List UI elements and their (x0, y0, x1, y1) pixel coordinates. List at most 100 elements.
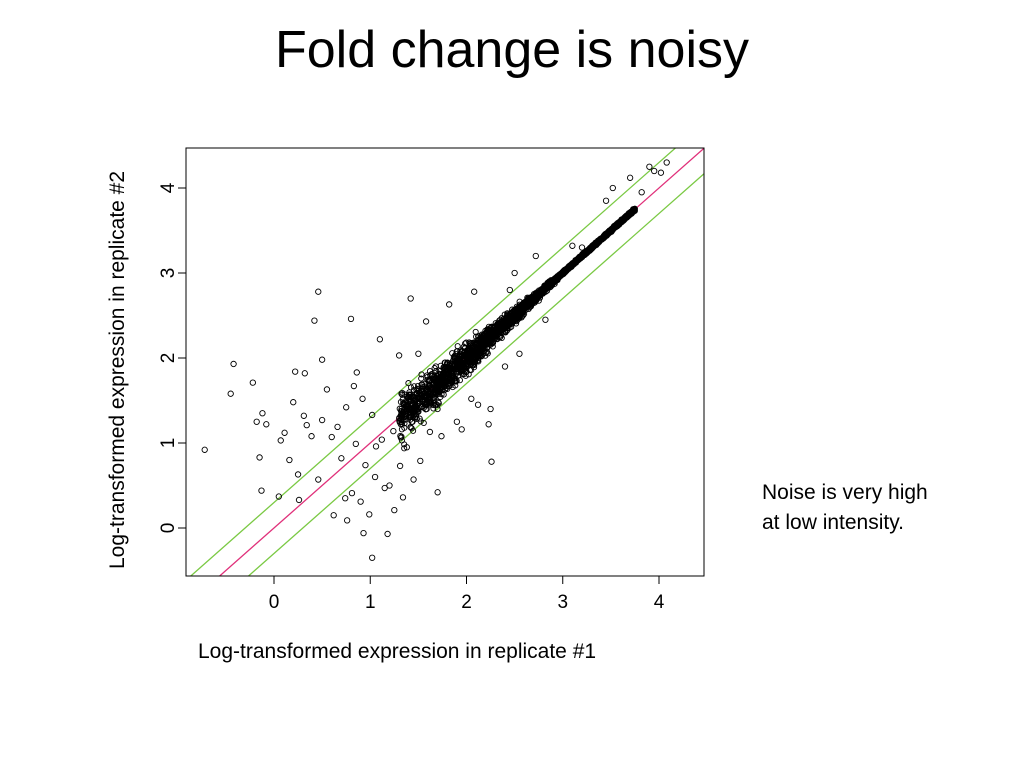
core-point (410, 412, 417, 419)
core-point (452, 382, 459, 389)
core-point (492, 320, 499, 327)
core-point (451, 352, 458, 359)
data-point (362, 461, 369, 469)
core-point (429, 372, 436, 379)
data-point (542, 316, 549, 323)
core-point (553, 274, 560, 281)
core-point (465, 357, 472, 364)
y-axis: 0 1 2 3 4 (158, 182, 187, 533)
data-point (506, 286, 513, 294)
core-point (507, 320, 514, 327)
data-point (369, 554, 376, 561)
data-point (334, 423, 341, 430)
data-point (485, 421, 492, 428)
data-point (410, 476, 417, 483)
core-point (452, 355, 459, 362)
data-point (390, 427, 397, 435)
data-point (357, 498, 364, 505)
data-point (338, 455, 345, 462)
data-point (468, 395, 475, 402)
core-point (595, 237, 602, 244)
core-point (440, 391, 447, 398)
core-point (432, 363, 439, 370)
data-point (295, 496, 303, 504)
core-point (435, 400, 442, 407)
core-point (468, 366, 475, 374)
data-point (330, 512, 337, 519)
core-point (430, 402, 437, 409)
data-point (381, 484, 388, 492)
data-point (474, 401, 482, 408)
y-tick-label: 1 (158, 438, 179, 449)
data-point (311, 317, 318, 324)
core-point (462, 372, 469, 379)
data-point (350, 382, 358, 390)
core-point (407, 424, 414, 431)
core-point (439, 387, 446, 394)
data-point (501, 363, 509, 370)
data-point (458, 426, 465, 433)
core-point (410, 386, 417, 394)
core-point (397, 434, 404, 441)
data-point (442, 365, 449, 373)
data-point (201, 446, 208, 453)
core-point (426, 394, 433, 401)
core-point (401, 424, 408, 431)
core-point (426, 390, 433, 397)
data-point (422, 318, 430, 325)
core-point (404, 393, 411, 400)
data-point (395, 352, 403, 359)
core-point (436, 368, 443, 375)
core-point (481, 345, 488, 352)
dense-point-cloud (396, 205, 638, 452)
data-point (318, 416, 326, 424)
data-point (281, 429, 288, 436)
core-point (502, 321, 509, 328)
core-point (472, 328, 479, 335)
data-point (315, 288, 322, 295)
reference-line (189, 148, 677, 576)
data-point (227, 390, 234, 397)
core-point (420, 419, 427, 427)
data-point (343, 517, 351, 524)
data-point (323, 386, 331, 393)
data-point (353, 369, 360, 376)
core-point (469, 357, 476, 365)
data-point (471, 288, 478, 295)
data-point (446, 301, 453, 308)
core-point (606, 227, 613, 234)
data-point (438, 433, 445, 440)
data-point (294, 471, 302, 478)
core-point (464, 360, 471, 367)
data-point (303, 421, 310, 429)
y-tick-label: 3 (158, 268, 179, 279)
data-point (259, 410, 266, 417)
data-point (253, 418, 260, 425)
core-point (547, 280, 554, 287)
core-point (418, 381, 425, 388)
core-point (478, 335, 485, 342)
core-point (434, 401, 441, 408)
core-point (516, 298, 523, 305)
data-point (578, 244, 586, 251)
data-point (663, 159, 670, 166)
x-tick-label: 2 (461, 592, 472, 613)
data-point (391, 506, 398, 514)
core-point (484, 326, 491, 333)
core-point (397, 407, 404, 415)
core-point (427, 401, 434, 408)
data-point (626, 174, 634, 181)
data-point (343, 404, 350, 411)
x-tick-label: 1 (365, 592, 376, 613)
data-point (378, 436, 385, 443)
core-point (444, 359, 451, 367)
data-point (352, 440, 359, 447)
core-point (575, 256, 582, 263)
core-point (567, 262, 574, 269)
core-point (603, 231, 610, 238)
data-point (275, 493, 282, 500)
core-point (573, 257, 580, 264)
data-point (376, 336, 384, 343)
data-point (286, 456, 293, 464)
